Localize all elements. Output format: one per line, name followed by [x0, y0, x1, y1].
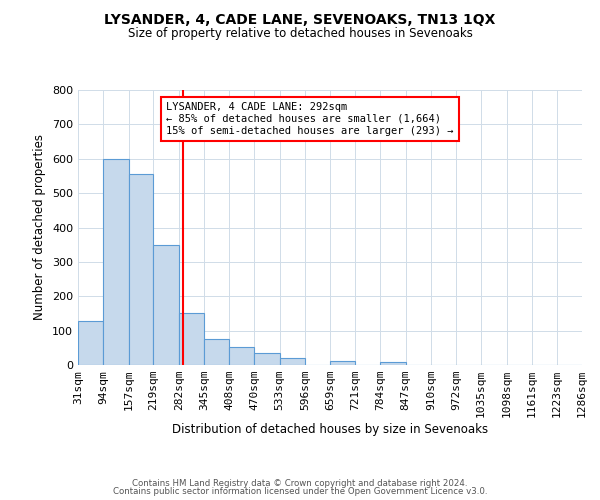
Bar	[103, 159, 128, 365]
Bar	[154, 244, 179, 365]
Bar	[229, 347, 254, 365]
Y-axis label: Number of detached properties: Number of detached properties	[34, 134, 46, 320]
Bar	[254, 353, 280, 365]
X-axis label: Distribution of detached houses by size in Sevenoaks: Distribution of detached houses by size …	[172, 422, 488, 436]
Text: LYSANDER, 4, CADE LANE, SEVENOAKS, TN13 1QX: LYSANDER, 4, CADE LANE, SEVENOAKS, TN13 …	[104, 12, 496, 26]
Bar	[204, 339, 229, 365]
Bar	[78, 322, 103, 365]
Text: LYSANDER, 4 CADE LANE: 292sqm
← 85% of detached houses are smaller (1,664)
15% o: LYSANDER, 4 CADE LANE: 292sqm ← 85% of d…	[166, 102, 454, 136]
Bar	[380, 362, 406, 365]
Bar	[280, 358, 305, 365]
Bar	[330, 361, 355, 365]
Bar	[179, 314, 204, 365]
Text: Contains HM Land Registry data © Crown copyright and database right 2024.: Contains HM Land Registry data © Crown c…	[132, 478, 468, 488]
Text: Size of property relative to detached houses in Sevenoaks: Size of property relative to detached ho…	[128, 28, 472, 40]
Text: Contains public sector information licensed under the Open Government Licence v3: Contains public sector information licen…	[113, 487, 487, 496]
Bar	[128, 174, 154, 365]
